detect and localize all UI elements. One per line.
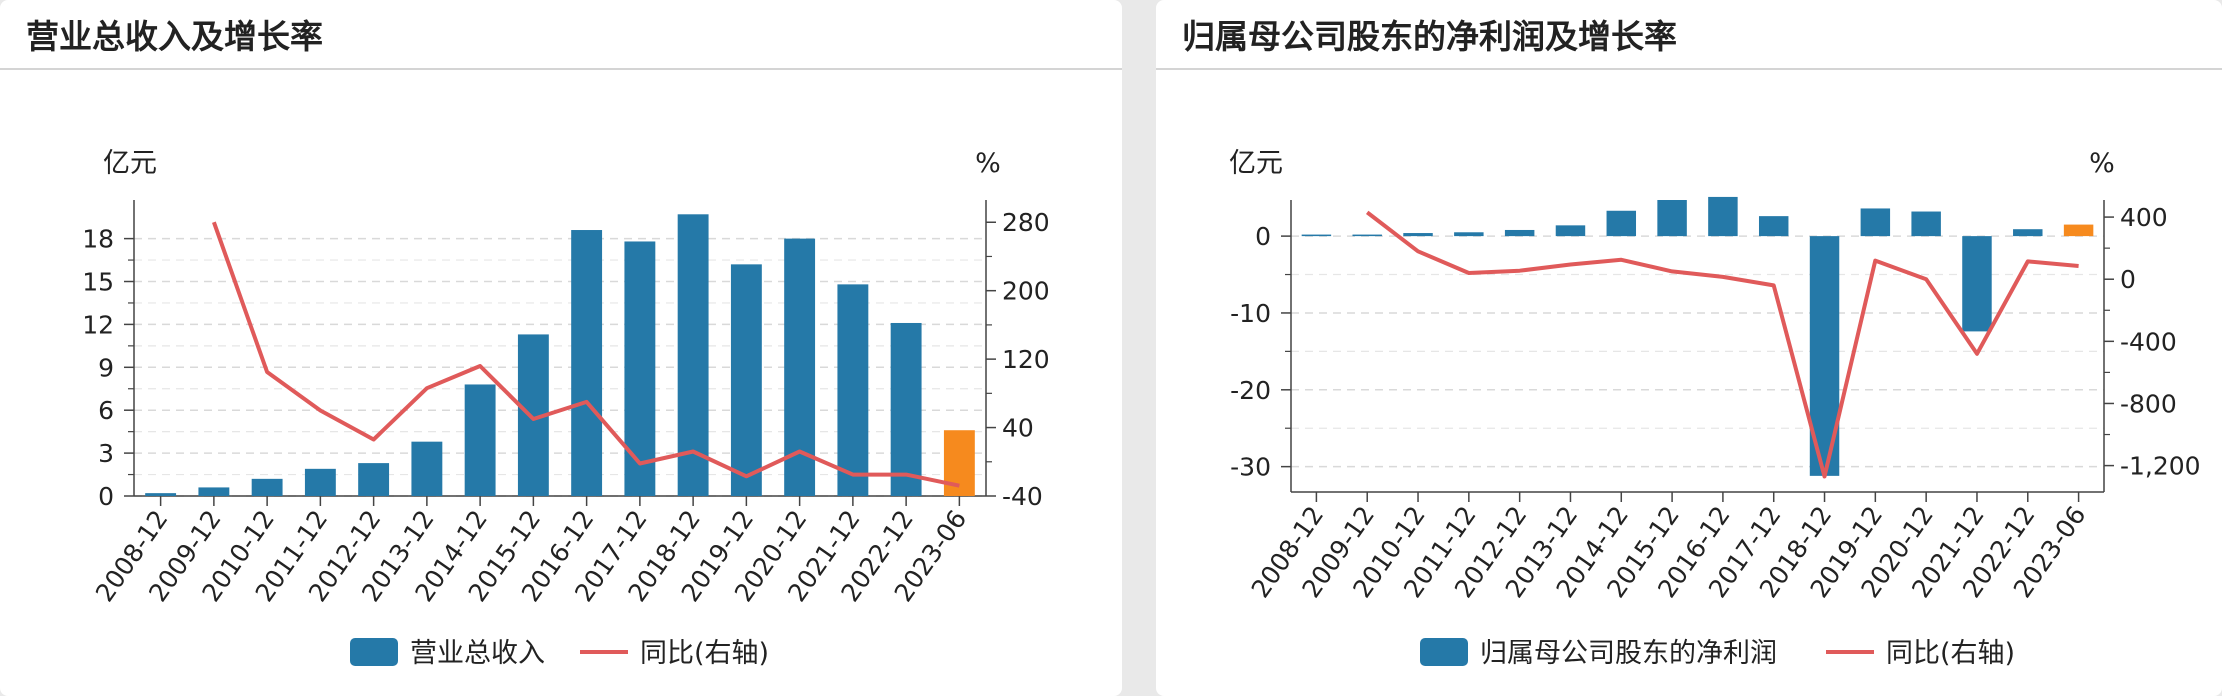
left-tick-label: -20 xyxy=(1230,376,1271,405)
revenue-panel: 营业总收入及增长率 0 3 6 9 12 15 18 -40 40 120 200 280 亿元% 200… xyxy=(0,0,1122,696)
left-tick-label: 15 xyxy=(82,268,114,297)
bar xyxy=(1657,200,1687,237)
legend-bar-swatch xyxy=(350,638,398,666)
net-profit-panel: 归属母公司股东的净利润及增长率 -30 -20 -10 0 -1,200 -800 -400… xyxy=(1156,0,2222,696)
right-tick-label: 400 xyxy=(2120,203,2168,232)
bar xyxy=(2013,229,2043,237)
right-tick-label: -800 xyxy=(2120,389,2177,418)
right-tick-label: 0 xyxy=(2120,265,2136,294)
left-tick-label: 18 xyxy=(82,225,114,254)
right-tick-label: 200 xyxy=(1002,277,1050,306)
right-tick-label: -400 xyxy=(2120,327,2177,356)
growth-line xyxy=(1365,210,2079,479)
bar xyxy=(251,478,283,496)
bar xyxy=(304,468,336,496)
bar xyxy=(1962,236,1992,332)
left-unit-label: 亿元 xyxy=(1229,148,1283,179)
bar xyxy=(1352,234,1382,237)
bar xyxy=(890,322,922,496)
left-tick-label: -10 xyxy=(1230,299,1271,328)
bar xyxy=(1758,216,1789,237)
right-unit-label: % xyxy=(2089,148,2115,179)
bar xyxy=(730,264,762,496)
right-tick-label: 40 xyxy=(1002,414,1034,443)
bar xyxy=(198,487,230,496)
bar xyxy=(1555,225,1586,237)
bar xyxy=(1403,233,1433,237)
bar xyxy=(1708,196,1738,237)
bar xyxy=(677,214,709,497)
bar xyxy=(145,493,177,496)
bar xyxy=(358,463,390,496)
left-tick-label: -30 xyxy=(1230,453,1271,482)
bar xyxy=(837,284,869,496)
legend-bar-label: 归属母公司股东的净利润 xyxy=(1480,638,1777,669)
revenue-panel-title: 营业总收入及增长率 xyxy=(0,0,1122,70)
right-tick-label: 280 xyxy=(1002,208,1050,237)
right-tick-label: 120 xyxy=(1002,345,1050,374)
bar xyxy=(1301,234,1332,237)
bar xyxy=(1860,208,1891,237)
left-tick-label: 0 xyxy=(98,482,114,511)
bar xyxy=(1606,210,1637,237)
bar xyxy=(571,230,603,496)
bar xyxy=(1911,211,1941,237)
right-tick-label: -1,200 xyxy=(2120,452,2201,481)
bar xyxy=(1504,229,1535,237)
left-tick-label: 6 xyxy=(98,396,114,425)
bar xyxy=(2063,224,2094,237)
left-tick-label: 0 xyxy=(1255,222,1271,251)
left-unit-label: 亿元 xyxy=(103,148,157,179)
bar xyxy=(411,441,443,496)
bar xyxy=(943,430,975,496)
right-unit-label: % xyxy=(975,148,1001,179)
bar xyxy=(624,241,656,496)
legend-line-label: 同比(右轴) xyxy=(640,638,769,669)
left-tick-label: 12 xyxy=(82,310,114,339)
left-tick-label: 3 xyxy=(98,439,114,468)
bar xyxy=(464,384,496,496)
right-tick-label: -40 xyxy=(1002,482,1043,511)
net-profit-panel-title: 归属母公司股东的净利润及增长率 xyxy=(1156,0,2222,70)
legend-bar-label: 营业总收入 xyxy=(410,638,545,669)
left-tick-label: 9 xyxy=(98,353,114,382)
growth-line xyxy=(212,221,960,488)
legend-line-label: 同比(右轴) xyxy=(1886,638,2015,669)
bar xyxy=(1454,232,1484,237)
legend-bar-swatch xyxy=(1420,638,1468,666)
